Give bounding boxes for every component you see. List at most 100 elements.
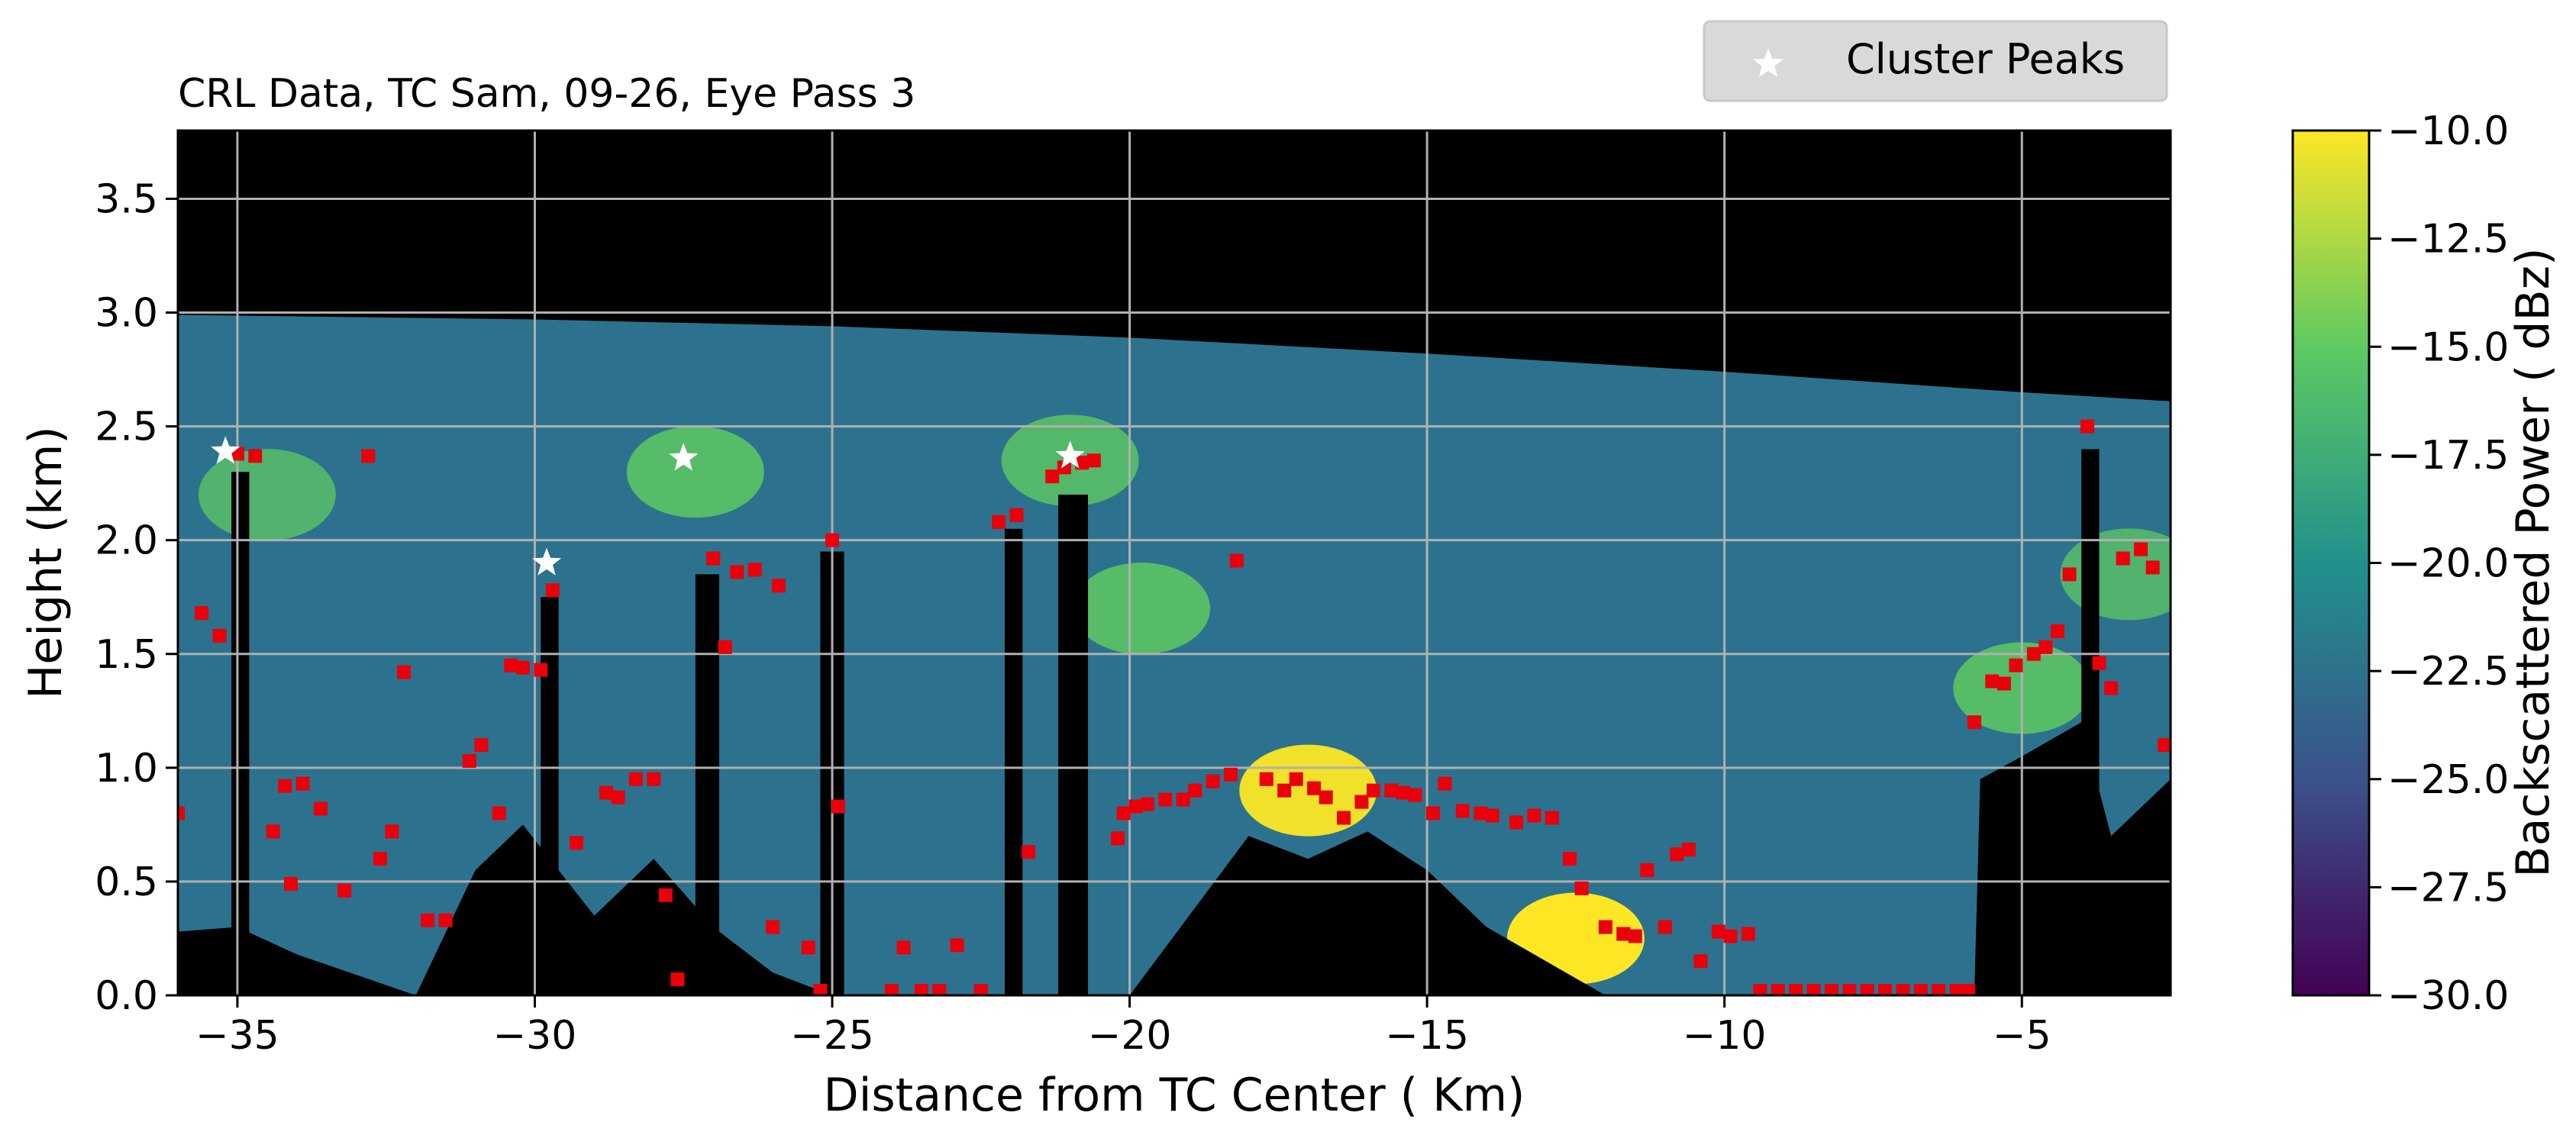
cluster-peak-star xyxy=(211,436,240,464)
layer-top-marker xyxy=(2145,560,2160,575)
layer-top-marker xyxy=(771,579,786,593)
x-axis-label: Distance from TC Center ( Km) xyxy=(824,1069,1525,1122)
layer-top-marker xyxy=(2039,640,2053,654)
layer-top-marker xyxy=(1474,806,1488,821)
layer-top-marker xyxy=(932,984,947,995)
layer-top-marker xyxy=(438,913,453,927)
layer-top-marker xyxy=(178,806,185,821)
layer-top-marker xyxy=(950,938,964,953)
layer-top-marker xyxy=(1425,806,1440,821)
layer-top-marker xyxy=(2062,567,2077,582)
layer-top-marker xyxy=(278,779,292,793)
layer-top-marker xyxy=(825,533,840,547)
layer-top-marker xyxy=(1116,806,1131,821)
layer-top-marker xyxy=(2092,656,2106,670)
layer-top-marker xyxy=(1337,811,1351,825)
y-axis-label: Height (km) xyxy=(19,426,73,698)
x-tick-label: −10 xyxy=(1683,1013,1767,1059)
layer-top-marker xyxy=(1206,774,1220,788)
chart-title: CRL Data, TC Sam, 09-26, Eye Pass 3 xyxy=(178,71,915,117)
cluster-peak-markers xyxy=(211,436,1085,576)
legend-box xyxy=(1703,20,2168,102)
bright-echo-region xyxy=(1073,563,1211,655)
layer-top-marker xyxy=(1967,715,1981,730)
layer-top-marker xyxy=(1723,929,1738,943)
layer-top-marker xyxy=(1878,984,1893,995)
layer-top-marker xyxy=(373,852,387,866)
layer-top-marker xyxy=(2026,647,2041,661)
layer-top-marker xyxy=(1354,795,1369,809)
x-tick-label: −25 xyxy=(790,1013,874,1059)
layer-top-marker xyxy=(1563,852,1577,866)
plot-frame xyxy=(176,129,2172,997)
colorbar-tick-label: −20.0 xyxy=(2387,541,2509,587)
layer-top-marker xyxy=(504,658,518,672)
layer-top-marker xyxy=(1229,553,1244,568)
bright-echo-region xyxy=(626,426,764,518)
layer-top-marker xyxy=(2104,681,2119,695)
layer-top-marker xyxy=(1289,772,1303,786)
layer-top-marker xyxy=(1771,984,1785,995)
layer-top-marker xyxy=(1396,785,1410,800)
colorbar-tick-label: −25.0 xyxy=(2387,757,2509,803)
layer-top-marker xyxy=(1670,847,1684,862)
layer-top-marker xyxy=(1158,792,1173,807)
layer-top-marker xyxy=(462,753,476,768)
colorbar-tick-label: −12.5 xyxy=(2387,217,2509,263)
layer-top-marker xyxy=(1075,456,1089,470)
layer-top-marker xyxy=(534,663,548,677)
layer-top-marker xyxy=(1806,984,1821,995)
layer-top-marker xyxy=(1913,984,1928,995)
layer-top-marker xyxy=(313,801,328,816)
layer-top-marker xyxy=(421,913,435,927)
layer-top-marker xyxy=(1741,927,1755,941)
layer-top-marker xyxy=(1367,783,1380,798)
layer-top-marker xyxy=(1949,984,1964,995)
cluster-peak-star xyxy=(1055,440,1085,469)
layer-top-marker xyxy=(801,940,815,955)
x-axis-ticks: −35 −30 −25 −20 −15 −10 −5 xyxy=(195,995,2051,1059)
colorbar-tick-label: −15.0 xyxy=(2387,324,2509,370)
y-tick-label: 1.0 xyxy=(95,746,158,792)
layer-top-marker xyxy=(195,606,209,621)
layer-top-marker xyxy=(570,836,583,850)
layer-top-marker xyxy=(658,888,673,902)
colorbar-ticks: −10.0 −12.5 −15.0 −17.5 −20.0 −22.5 −25.0 −27.5… xyxy=(2369,108,2509,1019)
layer-top-marker xyxy=(284,876,299,891)
layer-top-marker xyxy=(599,785,613,800)
layer-top-marker xyxy=(1509,815,1523,830)
layer-top-marker xyxy=(1711,924,1725,939)
colorbar-gradient xyxy=(2293,131,2369,995)
colorbar-tick-label: −27.5 xyxy=(2387,865,2509,911)
layer-top-marker xyxy=(747,563,762,577)
layer-top-marker xyxy=(2116,551,2130,566)
layer-top-marker xyxy=(2009,658,2023,672)
layer-top-marker xyxy=(1140,797,1154,811)
layer-top-marker xyxy=(1408,788,1422,802)
layer-top-marker xyxy=(1961,984,1976,995)
layer-top-marker xyxy=(766,920,780,934)
layer-top-marker xyxy=(1598,920,1612,934)
x-tick-label: −30 xyxy=(493,1013,577,1059)
cluster-peak-star xyxy=(532,547,562,576)
bright-echo-region xyxy=(2060,528,2171,621)
x-tick-label: −35 xyxy=(195,1013,279,1059)
layer-top-marker xyxy=(515,660,530,675)
layer-top-marker xyxy=(266,824,280,839)
layer-top-marker xyxy=(1009,508,1024,522)
layer-top-marker xyxy=(2158,738,2171,753)
layer-top-marker xyxy=(545,583,560,598)
layer-top-marker xyxy=(1045,469,1060,484)
layer-top-marker xyxy=(1574,881,1589,895)
layer-top-marker xyxy=(1616,927,1631,941)
layer-top-marker xyxy=(1086,453,1101,468)
layer-top-marker xyxy=(1932,984,1946,995)
y-tick-label: 0.5 xyxy=(95,859,158,905)
layer-top-marker xyxy=(973,984,988,995)
layer-top-marker xyxy=(1438,776,1452,791)
layer-top-marker xyxy=(1985,674,2000,688)
x-tick-label: −15 xyxy=(1385,1013,1469,1059)
layer-top-marker xyxy=(1259,772,1273,786)
weak-echo-column xyxy=(1058,495,1089,995)
